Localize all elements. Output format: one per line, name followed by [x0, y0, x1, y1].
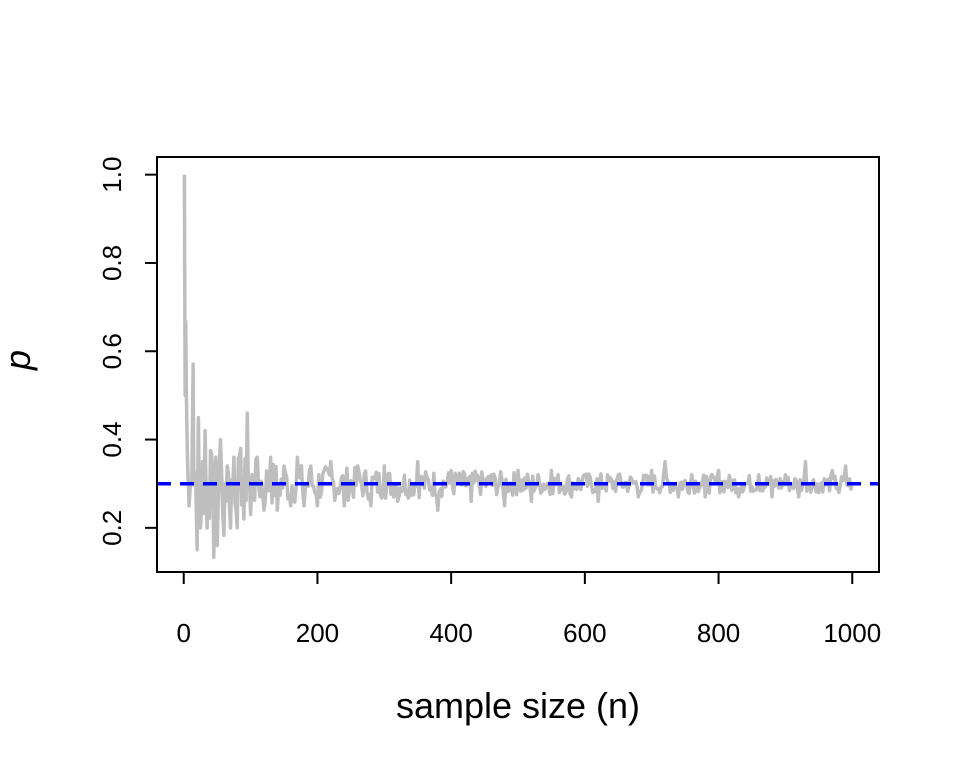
- x-axis-title: sample size (n): [396, 685, 640, 726]
- x-tick-label: 600: [563, 618, 606, 648]
- y-tick-label: 0.8: [97, 245, 127, 281]
- x-tick-label: 400: [429, 618, 472, 648]
- x-tick-label: 0: [177, 618, 191, 648]
- y-axis: 0.2 0.4 0.6 0.8 1.0: [97, 157, 157, 546]
- y-tick-label: 0.4: [97, 421, 127, 457]
- y-tick-label: 0.2: [97, 510, 127, 546]
- x-tick-label: 200: [296, 618, 339, 648]
- series-line-0: [182, 174, 854, 560]
- x-tick-label: 800: [697, 618, 740, 648]
- series-layer: [182, 174, 854, 560]
- x-axis: 0 200 400 600 800 1000: [177, 572, 881, 648]
- y-tick-label: 1.0: [97, 157, 127, 193]
- y-tick-label: 0.6: [97, 333, 127, 369]
- plot-frame: [156, 156, 880, 573]
- x-tick-label: 1000: [823, 618, 881, 648]
- y-axis-title: p: [0, 350, 38, 371]
